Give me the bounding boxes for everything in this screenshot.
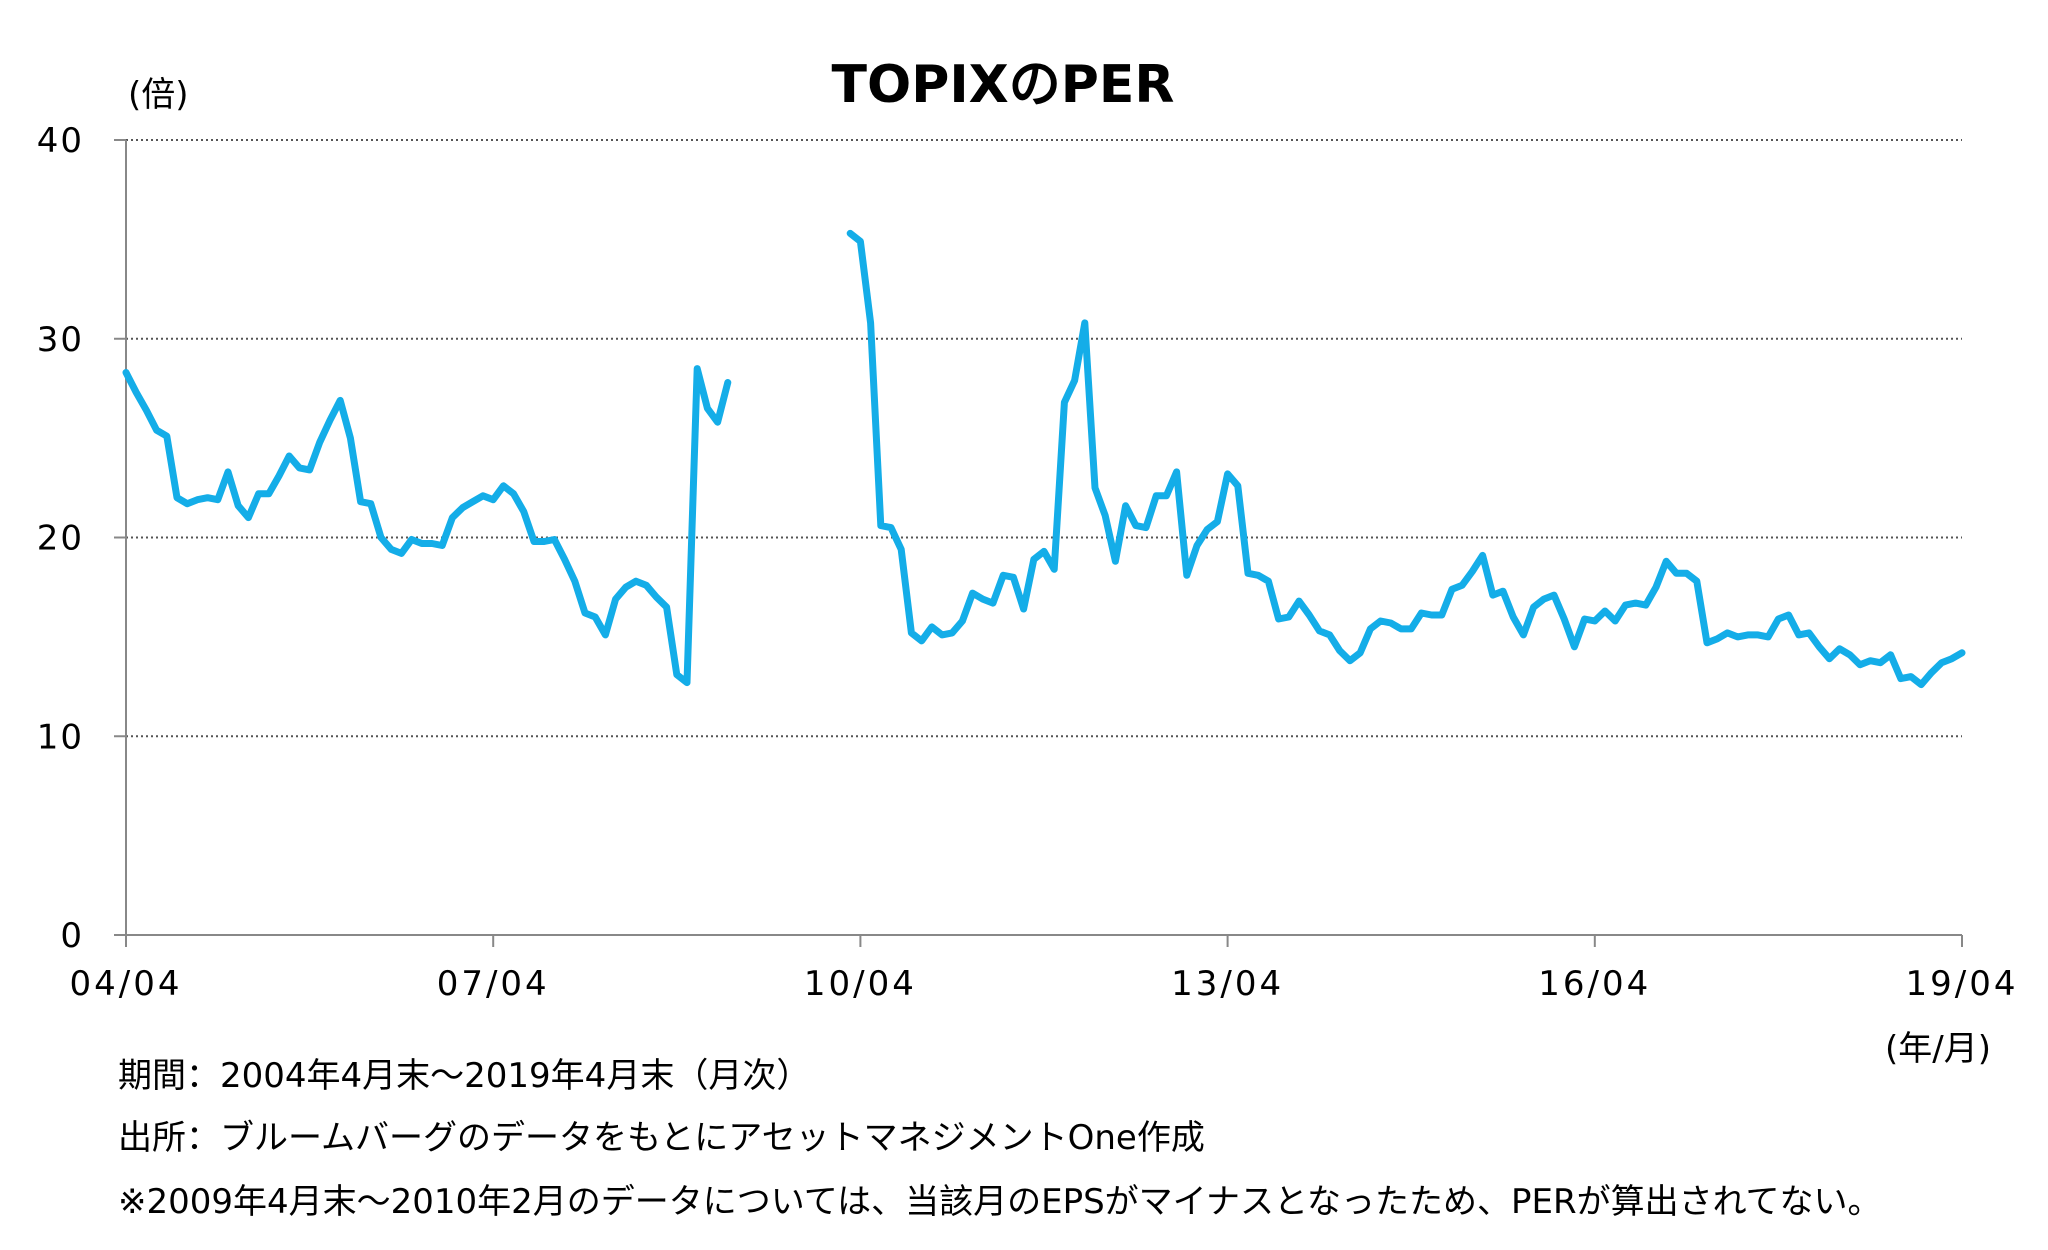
y-tick-label: 0 <box>60 916 84 956</box>
y-tick-label: 30 <box>37 320 84 360</box>
x-tick-labels: 04/04 07/04 10/04 13/04 16/04 19/04 <box>70 964 2019 1004</box>
y-tick-labels: 40 30 20 10 0 <box>37 121 84 956</box>
data-series <box>122 229 1966 689</box>
x-tick-label: 16/04 <box>1538 964 1651 1004</box>
x-axis-unit-label: (年/月) <box>1885 1029 1991 1069</box>
note-missing-data: ※2009年4月末～2010年2月のデータについては、当該月のEPSがマイナスと… <box>118 1182 1882 1222</box>
y-tick-label: 20 <box>37 519 84 559</box>
x-tick-label: 04/04 <box>70 964 183 1004</box>
y-tick-label: 40 <box>37 121 84 161</box>
y-axis-unit-label: (倍) <box>128 75 189 115</box>
gridlines <box>126 139 1962 738</box>
note-source: 出所：ブルームバーグのデータをもとにアセットマネジメントOne作成 <box>118 1118 1205 1158</box>
x-tick-label: 19/04 <box>1906 964 2019 1004</box>
y-tick-label: 10 <box>37 717 84 757</box>
per-series-line-segment <box>846 229 1966 689</box>
note-period: 期間：2004年4月末～2019年4月末（月次） <box>118 1056 811 1096</box>
per-series-line-segment <box>122 365 732 687</box>
axes <box>114 139 1963 947</box>
x-tick-label: 13/04 <box>1171 964 1284 1004</box>
chart-title: TOPIXのPER <box>832 55 1175 115</box>
x-tick-label: 07/04 <box>437 964 550 1004</box>
x-tick-label: 10/04 <box>804 964 917 1004</box>
